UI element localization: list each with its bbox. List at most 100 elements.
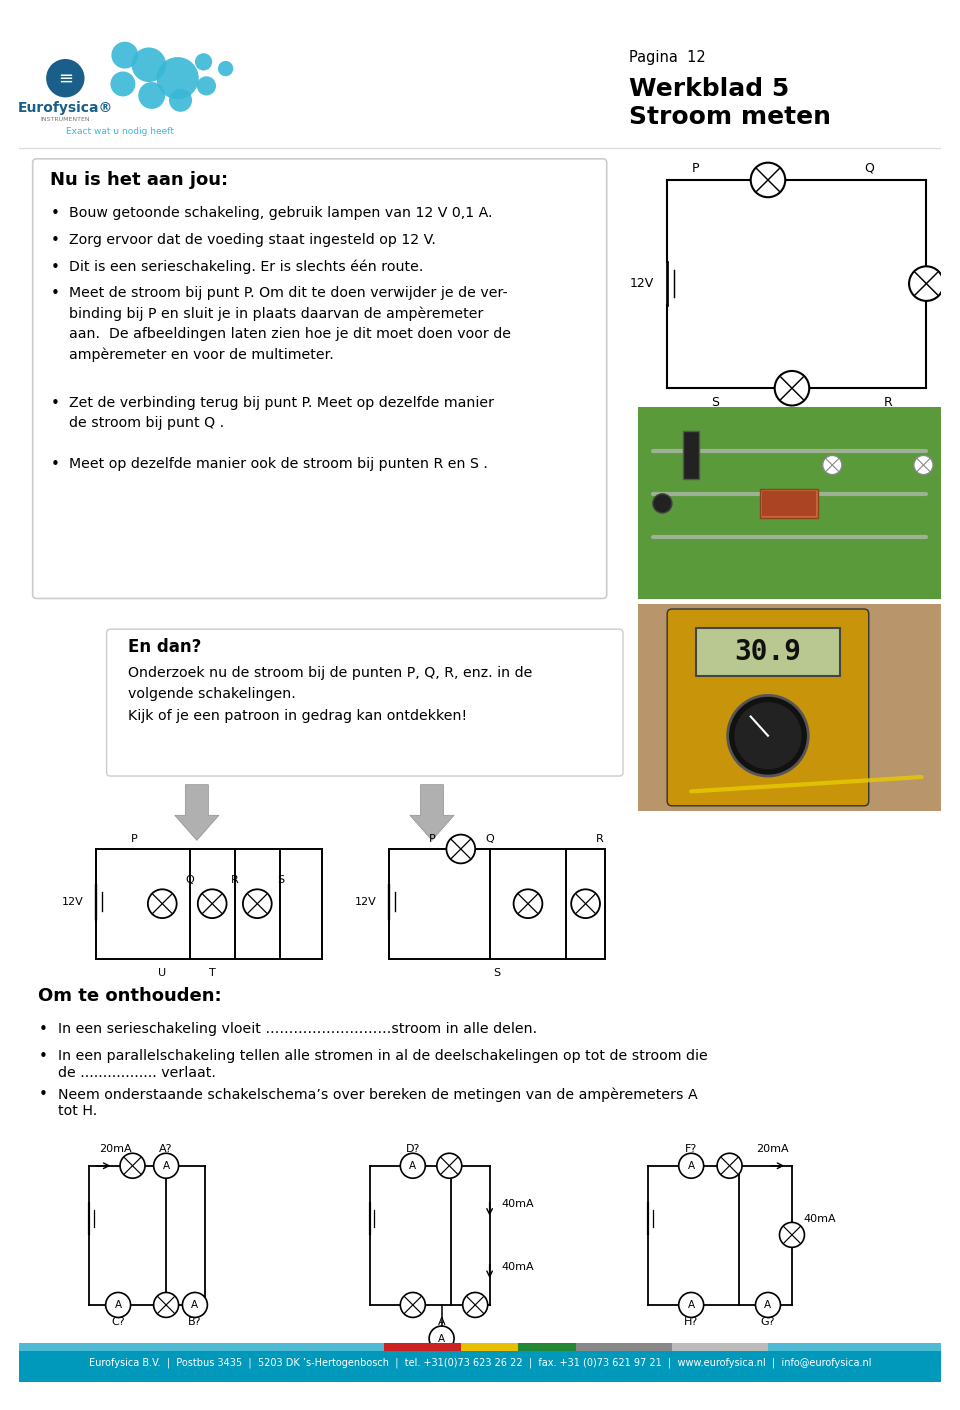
Text: A: A	[438, 1334, 445, 1344]
Text: Pagina  12: Pagina 12	[629, 49, 706, 65]
Circle shape	[734, 702, 802, 770]
Bar	[638, 605, 941, 811]
Bar	[760, 489, 818, 517]
Text: volgende schakelingen.: volgende schakelingen.	[128, 688, 296, 701]
Text: ≡: ≡	[58, 69, 73, 87]
Circle shape	[429, 1325, 454, 1351]
Text: A: A	[409, 1160, 417, 1170]
Text: P: P	[692, 162, 700, 175]
Text: U: U	[158, 967, 166, 977]
Text: Stroom meten: Stroom meten	[629, 104, 830, 128]
Text: Zorg ervoor dat de voeding staat ingesteld op 12 V.: Zorg ervoor dat de voeding staat ingeste…	[69, 233, 436, 247]
Circle shape	[243, 890, 272, 918]
Circle shape	[198, 890, 227, 918]
Text: T: T	[209, 967, 216, 977]
Circle shape	[156, 56, 199, 99]
Circle shape	[679, 1153, 704, 1179]
Circle shape	[218, 61, 233, 76]
Text: A: A	[687, 1160, 695, 1170]
Circle shape	[514, 890, 542, 918]
Text: Meet op dezelfde manier ook de stroom bij punten R en S .: Meet op dezelfde manier ook de stroom bi…	[69, 457, 488, 471]
Circle shape	[138, 82, 165, 109]
Circle shape	[751, 162, 785, 197]
Circle shape	[775, 371, 809, 406]
Bar	[672, 1344, 768, 1351]
Bar	[384, 1344, 461, 1351]
Text: 30.9: 30.9	[734, 639, 802, 666]
Text: 12V: 12V	[630, 278, 654, 290]
Text: •: •	[38, 1022, 47, 1036]
Bar	[19, 1344, 384, 1351]
Circle shape	[653, 493, 672, 513]
Circle shape	[154, 1153, 179, 1179]
Text: Q: Q	[185, 874, 195, 884]
Text: •: •	[51, 259, 60, 275]
Text: P: P	[132, 835, 138, 845]
Circle shape	[106, 1293, 131, 1317]
Text: In een parallelschakeling tellen alle stromen in al de deelschakelingen op tot d: In een parallelschakeling tellen alle st…	[58, 1049, 708, 1063]
Text: 40mA: 40mA	[804, 1214, 836, 1224]
Bar	[518, 1344, 576, 1351]
Text: A: A	[114, 1300, 122, 1310]
Circle shape	[914, 455, 933, 475]
Text: •: •	[51, 206, 60, 221]
Bar	[638, 407, 941, 599]
Text: H?: H?	[684, 1317, 698, 1327]
Circle shape	[717, 1153, 742, 1179]
Bar	[19, 28, 941, 148]
Text: tot H.: tot H.	[58, 1104, 97, 1118]
Text: In een serieschakeling vloeit ………………………stroom in alle delen.: In een serieschakeling vloeit ………………………s…	[58, 1022, 537, 1036]
Text: Onderzoek nu de stroom bij de punten P, Q, R, enz. in de: Onderzoek nu de stroom bij de punten P, …	[128, 667, 532, 680]
Text: •: •	[51, 457, 60, 472]
Circle shape	[120, 1153, 145, 1179]
FancyBboxPatch shape	[33, 159, 607, 598]
Text: Kijk of je een patroon in gedrag kan ontdekken!: Kijk of je een patroon in gedrag kan ont…	[128, 709, 467, 722]
Text: P: P	[428, 835, 436, 845]
Bar	[696, 629, 840, 677]
Circle shape	[400, 1153, 425, 1179]
Text: S: S	[492, 967, 500, 977]
Bar	[762, 491, 816, 516]
Text: En dan?: En dan?	[128, 639, 201, 657]
Text: A: A	[162, 1160, 170, 1170]
Text: Q: Q	[485, 835, 494, 845]
Circle shape	[46, 59, 84, 97]
Text: •: •	[38, 1087, 47, 1103]
Text: E?: E?	[435, 1348, 448, 1358]
Circle shape	[463, 1293, 488, 1317]
Text: G?: G?	[760, 1317, 776, 1327]
Text: Zet de verbinding terug bij punt P. Meet op dezelfde manier
de stroom bij punt Q: Zet de verbinding terug bij punt P. Meet…	[69, 396, 494, 430]
Circle shape	[197, 76, 216, 96]
Text: 40mA: 40mA	[501, 1262, 534, 1272]
Text: 12V: 12V	[354, 897, 376, 907]
Text: S: S	[276, 874, 284, 884]
Bar	[19, 1351, 941, 1382]
Text: A: A	[191, 1300, 199, 1310]
Text: A: A	[764, 1300, 772, 1310]
Text: 20mA: 20mA	[99, 1145, 132, 1155]
Circle shape	[182, 1293, 207, 1317]
Text: Eurofysica®: Eurofysica®	[17, 102, 113, 116]
Circle shape	[110, 72, 135, 96]
FancyBboxPatch shape	[667, 609, 869, 805]
Circle shape	[169, 89, 192, 111]
Text: Dit is een serieschakeling. Er is slechts één route.: Dit is een serieschakeling. Er is slecht…	[69, 259, 423, 274]
Text: 12V: 12V	[61, 897, 84, 907]
Circle shape	[780, 1222, 804, 1248]
Bar	[768, 1344, 941, 1351]
Text: •: •	[51, 396, 60, 410]
Text: 40mA: 40mA	[501, 1198, 534, 1210]
Text: R: R	[883, 396, 893, 409]
Text: •: •	[51, 233, 60, 248]
Circle shape	[154, 1293, 179, 1317]
Circle shape	[728, 695, 808, 776]
Text: Exact wat u nodig heeft: Exact wat u nodig heeft	[66, 127, 174, 137]
Text: D?: D?	[406, 1145, 420, 1155]
Text: Q: Q	[864, 162, 874, 175]
Text: B?: B?	[188, 1317, 202, 1327]
Circle shape	[195, 54, 212, 70]
Circle shape	[400, 1293, 425, 1317]
Text: Werkblad 5: Werkblad 5	[629, 76, 789, 100]
Text: A: A	[687, 1300, 695, 1310]
Text: INSTRUMENTEN: INSTRUMENTEN	[40, 117, 90, 121]
